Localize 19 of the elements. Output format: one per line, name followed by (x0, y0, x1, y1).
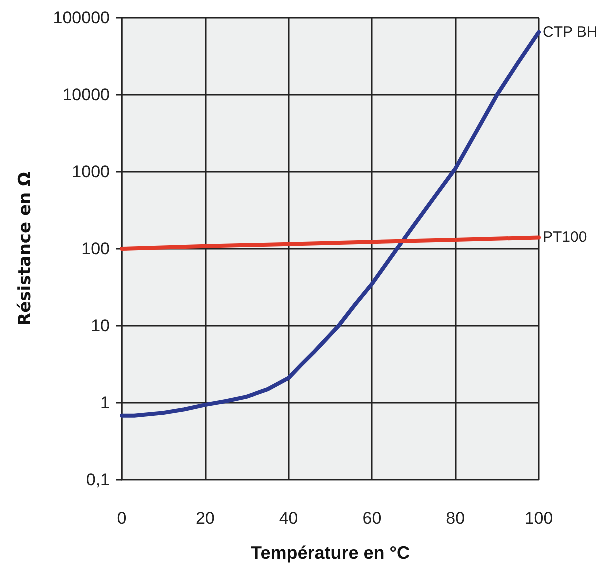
y-tick-label: 1 (100, 394, 110, 412)
series-label: PT100 (543, 229, 588, 246)
x-tick-label: 60 (362, 509, 382, 528)
x-tick-label: 80 (446, 509, 466, 528)
y-tick-label: 10000 (62, 86, 110, 104)
y-axis-title: Résistance en Ω (16, 172, 36, 326)
x-tick-label: 0 (117, 509, 127, 528)
y-tick-label: 10 (91, 316, 110, 336)
line-series (120, 236, 541, 251)
series-label: CTP BH (543, 24, 598, 41)
y-tick-label: 100000 (53, 8, 110, 28)
line-series (120, 30, 541, 418)
y-tick-label: 0,1 (86, 470, 110, 490)
y-tick-label: 100 (82, 240, 110, 258)
y-tick-label: 1000 (72, 162, 110, 182)
x-tick-label: 100 (524, 509, 554, 528)
x-axis-title: Température en °C (251, 543, 410, 563)
x-tick-label: 20 (196, 509, 215, 528)
x-tick-label: 40 (279, 509, 298, 528)
